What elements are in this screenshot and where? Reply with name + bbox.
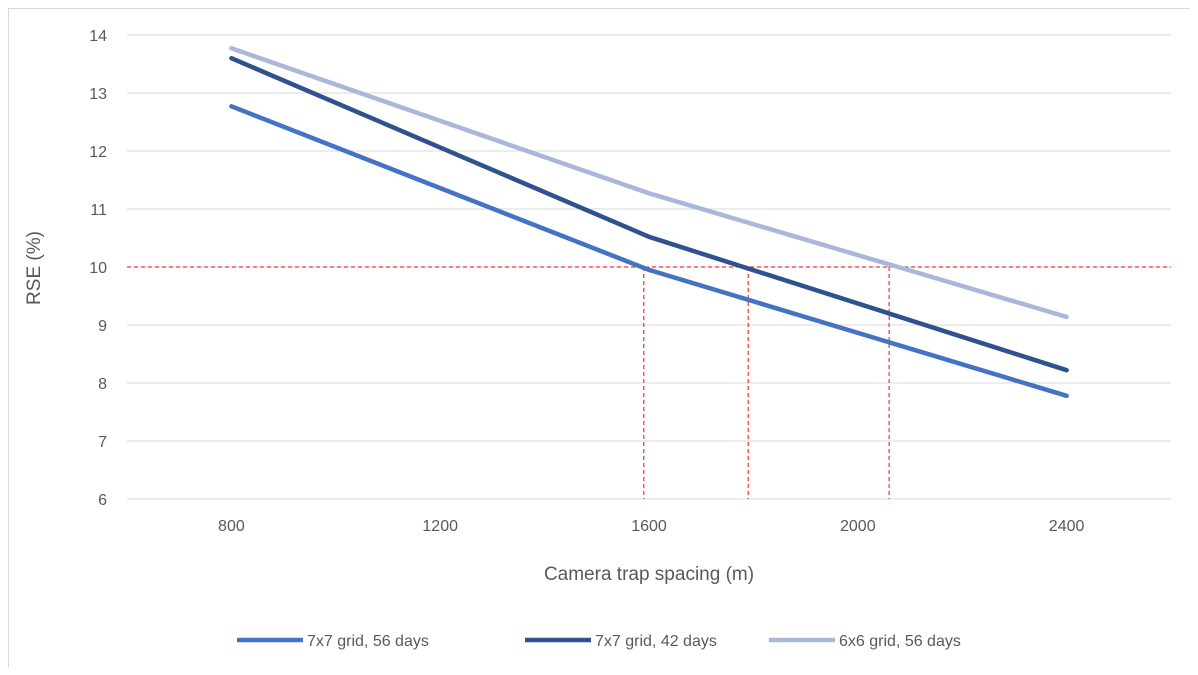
x-tick-label: 1600 xyxy=(631,518,667,535)
y-tick-label: 10 xyxy=(89,260,107,277)
y-tick-label: 13 xyxy=(89,86,107,103)
series-line-2 xyxy=(229,55,1069,373)
y-tick-label: 7 xyxy=(98,434,107,451)
x-axis-title: Camera trap spacing (m) xyxy=(544,564,754,585)
y-tick-label: 9 xyxy=(98,318,107,335)
y-tick-label: 6 xyxy=(98,492,107,509)
chart-frame xyxy=(8,8,1190,667)
x-axis-ticks: 800 1200 1600 2000 2400 xyxy=(218,518,1084,535)
x-tick-label: 800 xyxy=(218,518,245,535)
series-line-3 xyxy=(229,46,1069,320)
legend: 7x7 grid, 56 days 7x7 grid, 42 days 6x6 gr… xyxy=(237,633,961,650)
y-tick-label: 14 xyxy=(89,28,107,45)
y-tick-label: 12 xyxy=(89,144,107,161)
x-tick-label: 1200 xyxy=(422,518,458,535)
series-line-1 xyxy=(229,104,1069,399)
y-axis-title: RSE (%) xyxy=(24,231,45,305)
y-tick-label: 11 xyxy=(90,202,107,219)
y-tick-label: 8 xyxy=(98,376,107,393)
y-axis-ticks: 6 7 8 9 10 11 12 13 14 xyxy=(89,28,107,509)
reference-lines xyxy=(127,266,1171,499)
legend-label-1: 7x7 grid, 56 days xyxy=(307,633,429,650)
x-tick-label: 2400 xyxy=(1049,518,1085,535)
legend-label-2: 7x7 grid, 42 days xyxy=(595,633,717,650)
series-lines xyxy=(229,46,1069,399)
legend-label-3: 6x6 grid, 56 days xyxy=(839,633,961,650)
x-tick-label: 2000 xyxy=(840,518,876,535)
